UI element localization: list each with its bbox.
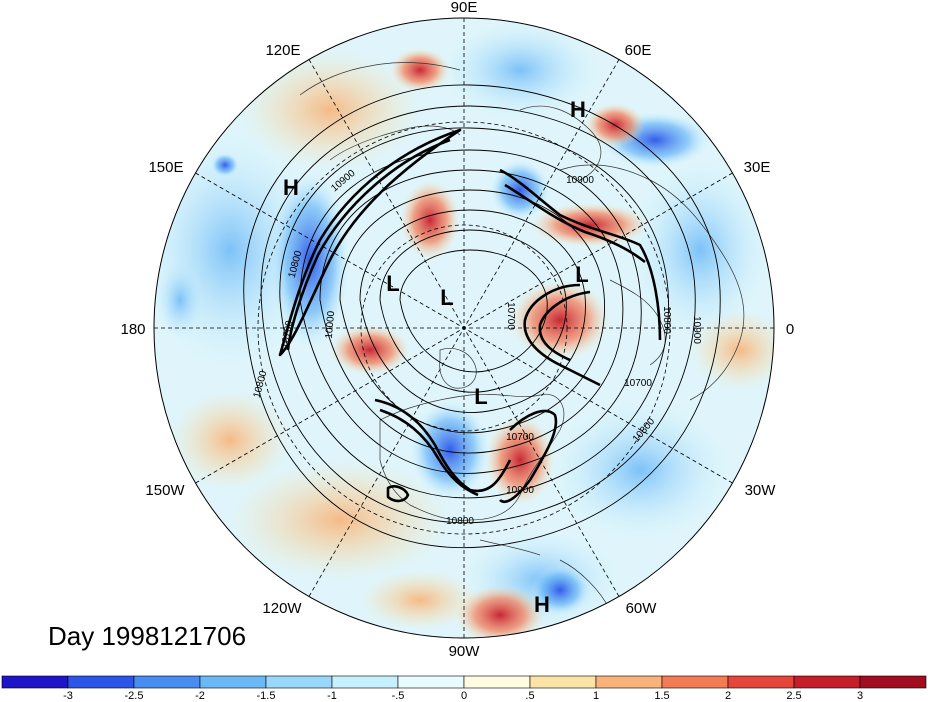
colorbar-swatch (793, 675, 861, 689)
graticule (154, 18, 774, 638)
low-marker: L (474, 384, 487, 409)
jet-contours (278, 128, 662, 504)
lon-label-150e: 150E (148, 159, 183, 176)
lon-label-120e: 120E (265, 42, 300, 59)
colorbar-swatch (133, 675, 201, 689)
colorbar-swatch (661, 675, 729, 689)
contour-label: 10800 (446, 516, 474, 527)
colorbar-swatch (463, 675, 531, 689)
lon-label-60e: 60E (625, 42, 652, 59)
contour-label: 10800 (661, 306, 672, 334)
pressure-centers: H H H L L L L (283, 97, 589, 617)
lon-label-60w: 60W (626, 600, 658, 617)
anomaly-field (154, 18, 774, 638)
longitude-labels: 90E 60E 30E 0 30W 60W 90W 120W 150W 180 … (120, 0, 794, 660)
high-marker: H (283, 175, 299, 200)
colorbar-tick-label: -2.5 (125, 690, 144, 702)
high-marker: H (570, 97, 586, 122)
lon-label-0: 0 (786, 321, 794, 338)
map-boundary (153, 17, 775, 639)
colorbar-tick-label: -1 (327, 690, 337, 702)
colorbar-swatch (397, 675, 465, 689)
lon-label-30e: 30E (744, 159, 771, 176)
coastlines (299, 62, 745, 636)
lon-label-30w: 30W (745, 482, 777, 499)
height-contours (243, 84, 721, 549)
colorbar-tick-label: -.5 (392, 690, 405, 702)
contour-label: 10900 (566, 175, 594, 186)
contour-label: 10700 (505, 302, 516, 330)
lon-label-90e: 90E (451, 0, 478, 16)
colorbar-tick-label: 2 (725, 690, 731, 702)
colorbar-swatch (265, 675, 333, 689)
colorbar-swatch (331, 675, 399, 689)
contour-label: 10900 (691, 316, 702, 344)
colorbar-tick-label: -2 (195, 690, 205, 702)
lon-label-120w: 120W (262, 600, 302, 617)
contour-label: 10000 (324, 310, 337, 339)
colorbar-tick-label: .5 (525, 690, 534, 702)
colorbar: -3 -2.5 -2 -1.5 -1 -.5 0 .5 1 1.5 2 2.5 3 (1, 675, 927, 702)
colorbar-tick-label: 3 (857, 690, 863, 702)
colorbar-tick-label: 2.5 (786, 690, 801, 702)
colorbar-tick-label: -1.5 (257, 690, 276, 702)
colorbar-swatch (595, 675, 663, 689)
contour-label: 10700 (280, 319, 296, 349)
low-marker: L (386, 271, 399, 296)
lon-label-90w: 90W (449, 643, 481, 660)
colorbar-swatch (199, 675, 267, 689)
colorbar-tick-label: 0 (461, 690, 467, 702)
colorbar-swatch (1, 675, 69, 689)
lon-label-180: 180 (120, 321, 145, 338)
contour-label: 10700 (506, 432, 534, 443)
day-title: Day 1998121706 (48, 621, 246, 651)
high-marker: H (534, 592, 550, 617)
colorbar-tick-label: 1.5 (654, 690, 669, 702)
contour-label: 10700 (624, 378, 652, 389)
colorbar-tick-label: -3 (63, 690, 73, 702)
low-marker: L (575, 262, 588, 287)
colorbar-swatch (67, 675, 135, 689)
contour-label: 10900 (506, 485, 534, 496)
low-marker: L (440, 285, 453, 310)
colorbar-swatch (859, 675, 927, 689)
colorbar-swatch (529, 675, 597, 689)
colorbar-tick-label: 1 (593, 690, 599, 702)
lon-label-150w: 150W (145, 482, 185, 499)
colorbar-swatch (727, 675, 795, 689)
